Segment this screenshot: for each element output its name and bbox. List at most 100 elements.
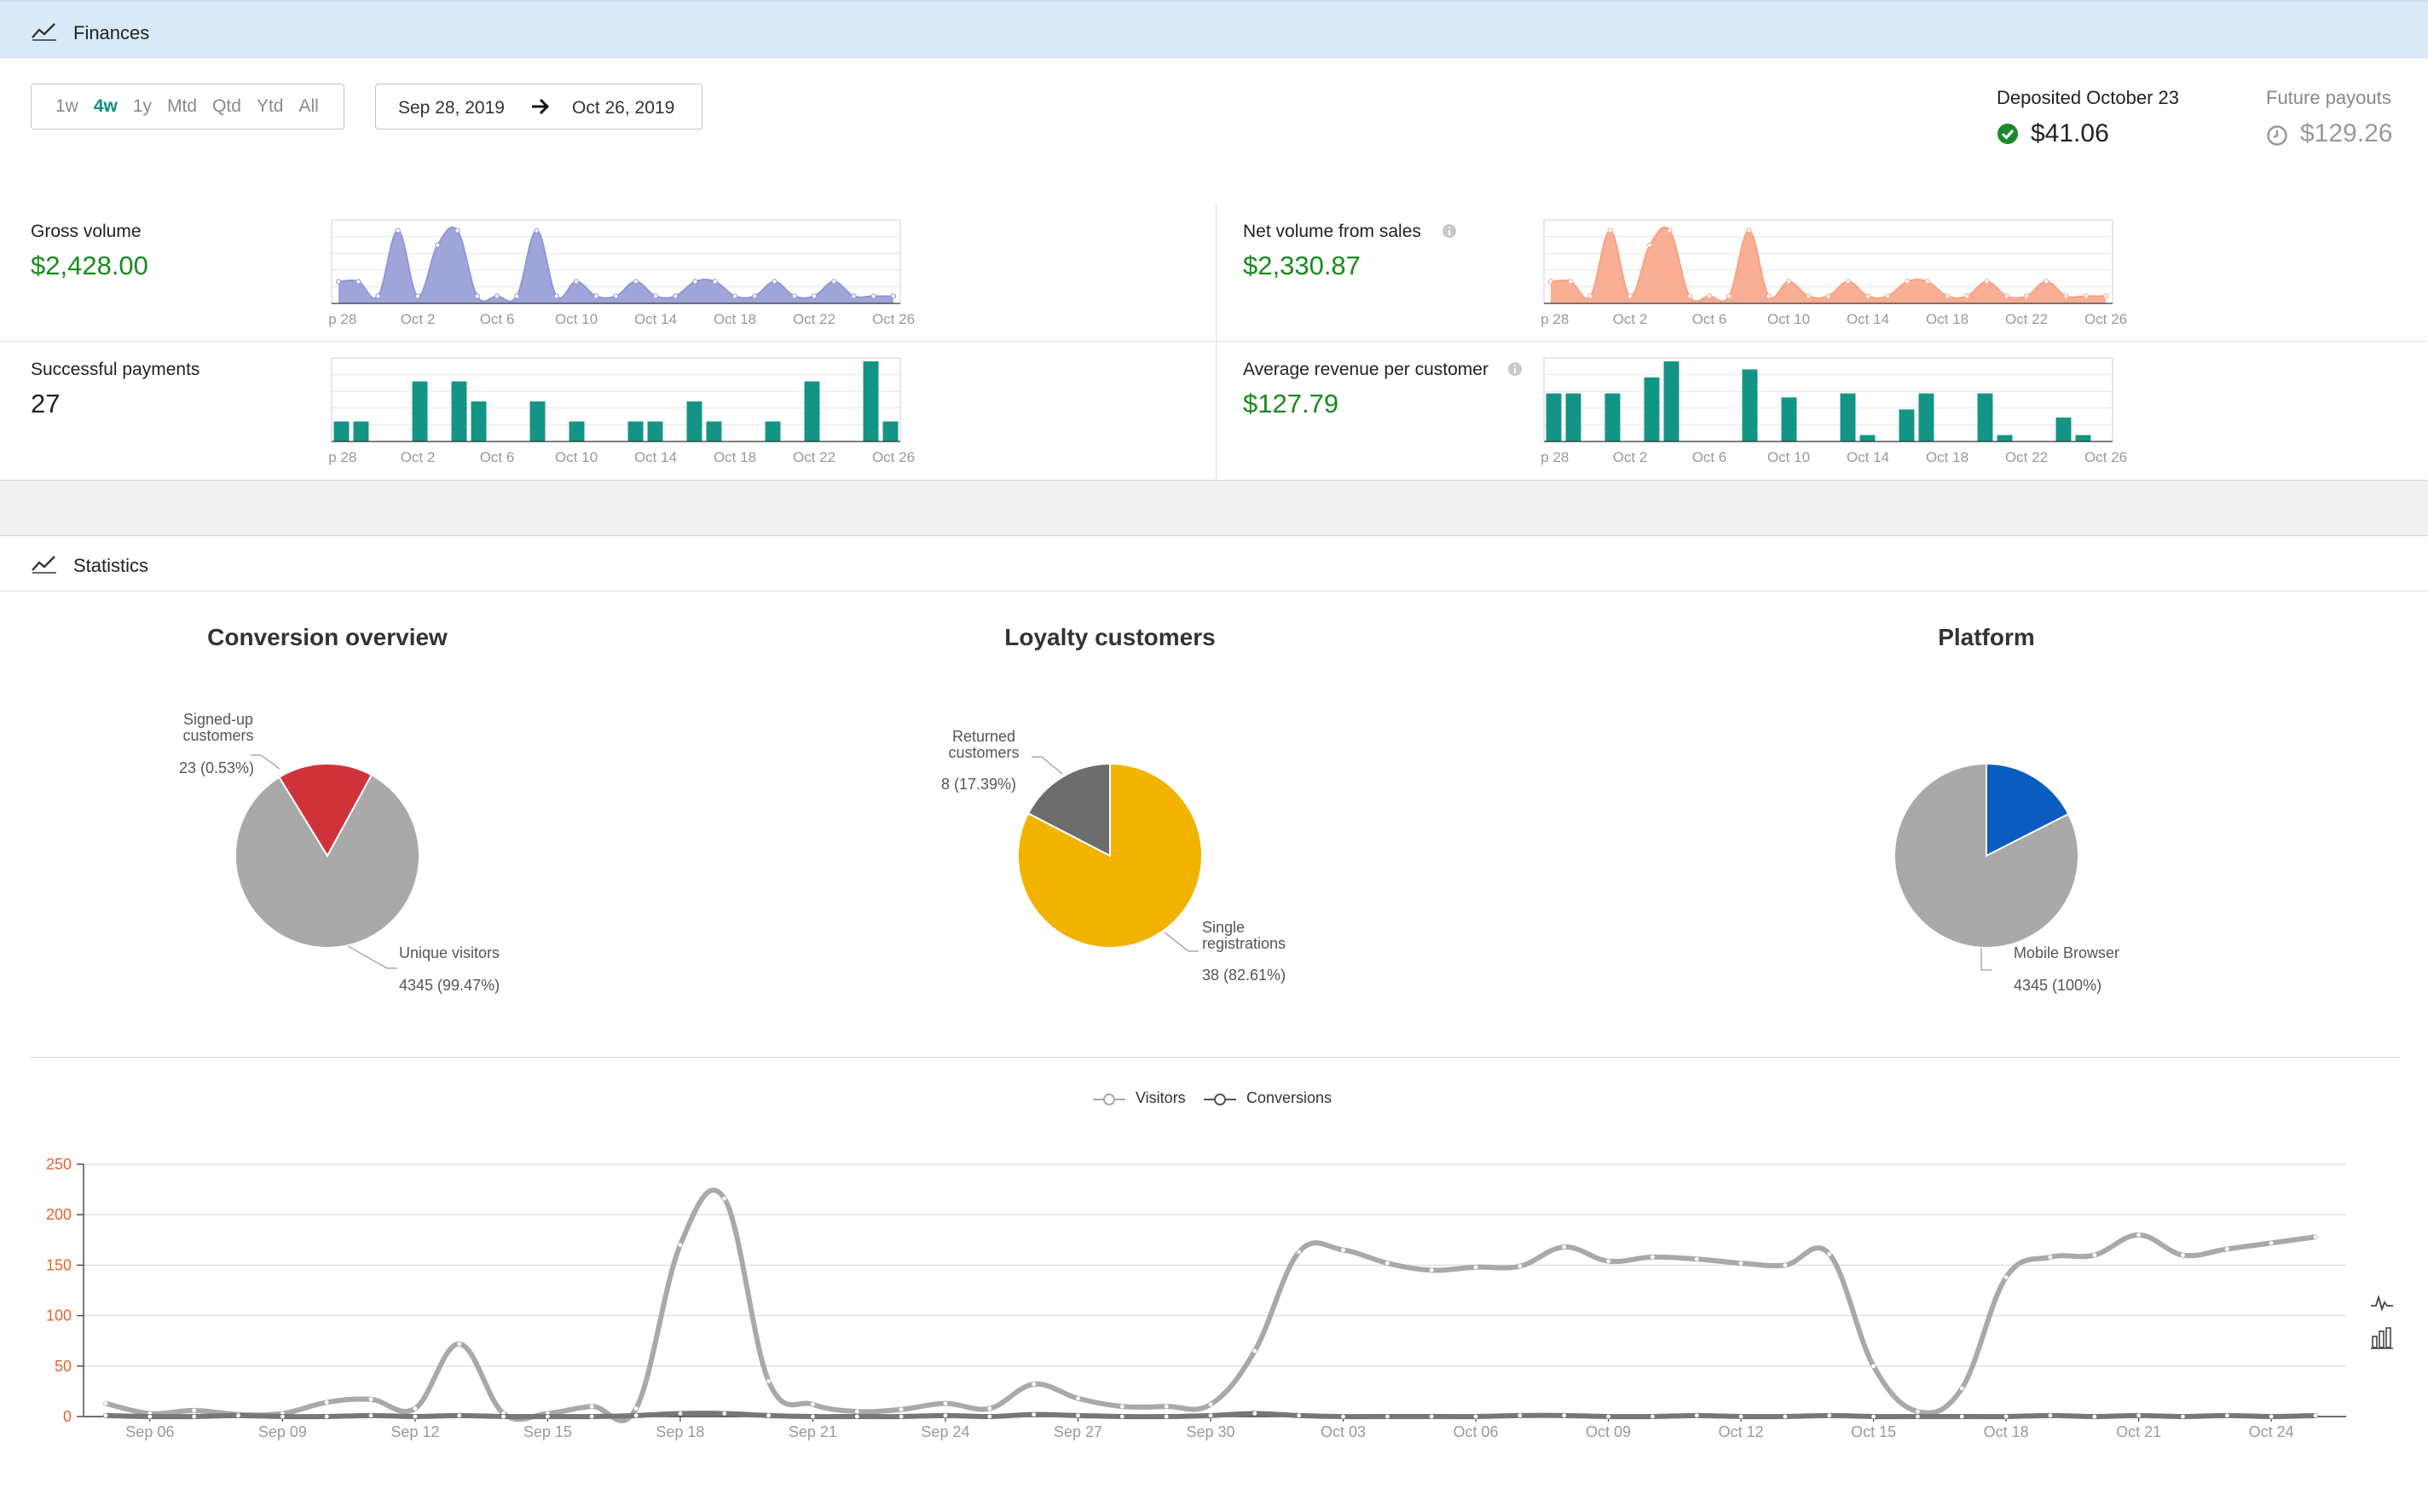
data-point xyxy=(501,1414,506,1419)
x-tick-label: Sep 21 xyxy=(789,1423,837,1440)
bar-chart-icon[interactable] xyxy=(2370,1326,2394,1350)
data-point xyxy=(1924,279,1930,285)
bar xyxy=(1644,377,1660,441)
data-point xyxy=(103,1413,108,1418)
x-tick-label: ep 28 xyxy=(329,311,356,327)
arrow-right-icon xyxy=(532,98,550,115)
data-point xyxy=(2136,1413,2142,1418)
data-point xyxy=(1864,293,1871,299)
data-point xyxy=(1518,1264,1523,1268)
info-icon[interactable] xyxy=(1507,361,1523,377)
data-point xyxy=(2102,293,2109,299)
x-tick-label: Oct 26 xyxy=(2084,311,2127,327)
period-1w[interactable]: 1w xyxy=(55,96,78,116)
metric-divider xyxy=(0,341,2428,342)
x-tick-label: Oct 22 xyxy=(2005,311,2048,327)
line-chart-icon[interactable] xyxy=(2370,1292,2394,1313)
x-tick-label: Oct 2 xyxy=(401,311,436,327)
x-tick-label: Oct 26 xyxy=(872,311,915,327)
bar xyxy=(1781,397,1797,441)
data-point xyxy=(280,1414,285,1419)
data-point xyxy=(1562,1413,1567,1418)
date-from[interactable]: Sep 28, 2019 xyxy=(398,98,505,118)
legend-visitors[interactable]: Visitors xyxy=(1136,1089,1186,1106)
data-point xyxy=(673,293,679,299)
period-ytd[interactable]: Ytd xyxy=(256,96,284,116)
y-tick-label: 100 xyxy=(46,1307,72,1324)
statistics-title: Statistics xyxy=(73,555,149,576)
statistics-header: Statistics xyxy=(0,535,2428,592)
metric-divider xyxy=(1216,205,1217,481)
finances-title: Finances xyxy=(73,22,150,43)
bar xyxy=(1918,393,1934,441)
future-payouts-amount: $129.26 xyxy=(2300,119,2393,147)
x-tick-label: Oct 10 xyxy=(1767,311,1810,327)
legend-marker-conversions xyxy=(1204,1094,1236,1105)
period-selector: 1w 4w 1y Mtd Qtd Ytd All xyxy=(31,84,344,130)
data-point xyxy=(1518,1413,1523,1418)
data-point xyxy=(811,293,818,299)
pie-title-loyalty: Loyalty customers xyxy=(1004,624,1216,650)
bar xyxy=(1663,361,1679,441)
data-point xyxy=(678,1411,683,1416)
data-point xyxy=(546,1414,550,1419)
trend-line-icon xyxy=(32,556,56,574)
data-point xyxy=(1916,1414,1920,1419)
data-point xyxy=(2092,1253,2097,1257)
bar xyxy=(1840,393,1856,441)
legend-conversions[interactable]: Conversions xyxy=(1246,1089,1333,1106)
date-to[interactable]: Oct 26, 2019 xyxy=(572,98,675,118)
data-point xyxy=(494,293,500,299)
chart-frame xyxy=(1543,219,2113,304)
metric-label: Gross volume xyxy=(31,222,142,241)
period-4w[interactable]: 4w xyxy=(93,96,118,116)
period-all[interactable]: All xyxy=(298,96,319,116)
data-point xyxy=(103,1401,108,1406)
x-tick-label: Oct 18 xyxy=(714,311,756,327)
period-qtd[interactable]: Qtd xyxy=(212,96,241,116)
data-point xyxy=(1208,1413,1213,1418)
x-tick-label: Oct 15 xyxy=(1851,1423,1896,1440)
x-tick-label: Oct 2 xyxy=(1613,449,1648,465)
data-point xyxy=(435,242,441,248)
data-point xyxy=(1694,1413,1699,1418)
data-point xyxy=(1032,1382,1037,1387)
data-point xyxy=(1785,279,1792,285)
data-point xyxy=(147,1414,153,1419)
period-mtd[interactable]: Mtd xyxy=(167,96,198,116)
data-point xyxy=(1964,293,1970,299)
x-tick-label: Sep 06 xyxy=(125,1423,174,1440)
bar xyxy=(882,421,899,441)
data-point xyxy=(1341,1248,1345,1253)
data-point xyxy=(1871,1414,1876,1419)
info-icon[interactable] xyxy=(1442,223,1457,239)
pie-label: registrations xyxy=(1202,935,1286,952)
period-1y[interactable]: 1y xyxy=(132,96,153,116)
data-point xyxy=(1959,1414,1964,1419)
data-point xyxy=(2092,1414,2097,1419)
data-point xyxy=(1825,293,1831,299)
section-divider xyxy=(31,1057,2401,1058)
data-point xyxy=(2181,1414,2185,1419)
x-tick-label: Oct 18 xyxy=(1984,1423,2029,1440)
y-tick-label: 200 xyxy=(46,1206,72,1223)
bar xyxy=(471,401,487,441)
bar xyxy=(647,421,663,441)
date-range-picker[interactable]: Sep 28, 2019 Oct 26, 2019 xyxy=(375,84,702,130)
data-point xyxy=(1076,1396,1080,1401)
data-point xyxy=(1473,1265,1478,1270)
data-point xyxy=(1871,1364,1876,1369)
data-point xyxy=(1606,1259,1610,1264)
data-point xyxy=(1738,1261,1743,1266)
data-point xyxy=(457,1342,462,1347)
data-point xyxy=(1119,1414,1124,1419)
data-point xyxy=(2136,1232,2142,1238)
data-point xyxy=(375,293,381,299)
x-tick-label: Oct 2 xyxy=(1613,311,1648,327)
check-circle-icon xyxy=(1997,124,2018,144)
data-point xyxy=(1297,1249,1302,1255)
x-tick-label: Oct 24 xyxy=(2249,1423,2294,1440)
finances-panel: 1w 4w 1y Mtd Qtd Ytd All Sep 28, 2019 Oc… xyxy=(0,58,2428,481)
data-point xyxy=(2003,293,2009,299)
data-point xyxy=(1905,279,1911,285)
